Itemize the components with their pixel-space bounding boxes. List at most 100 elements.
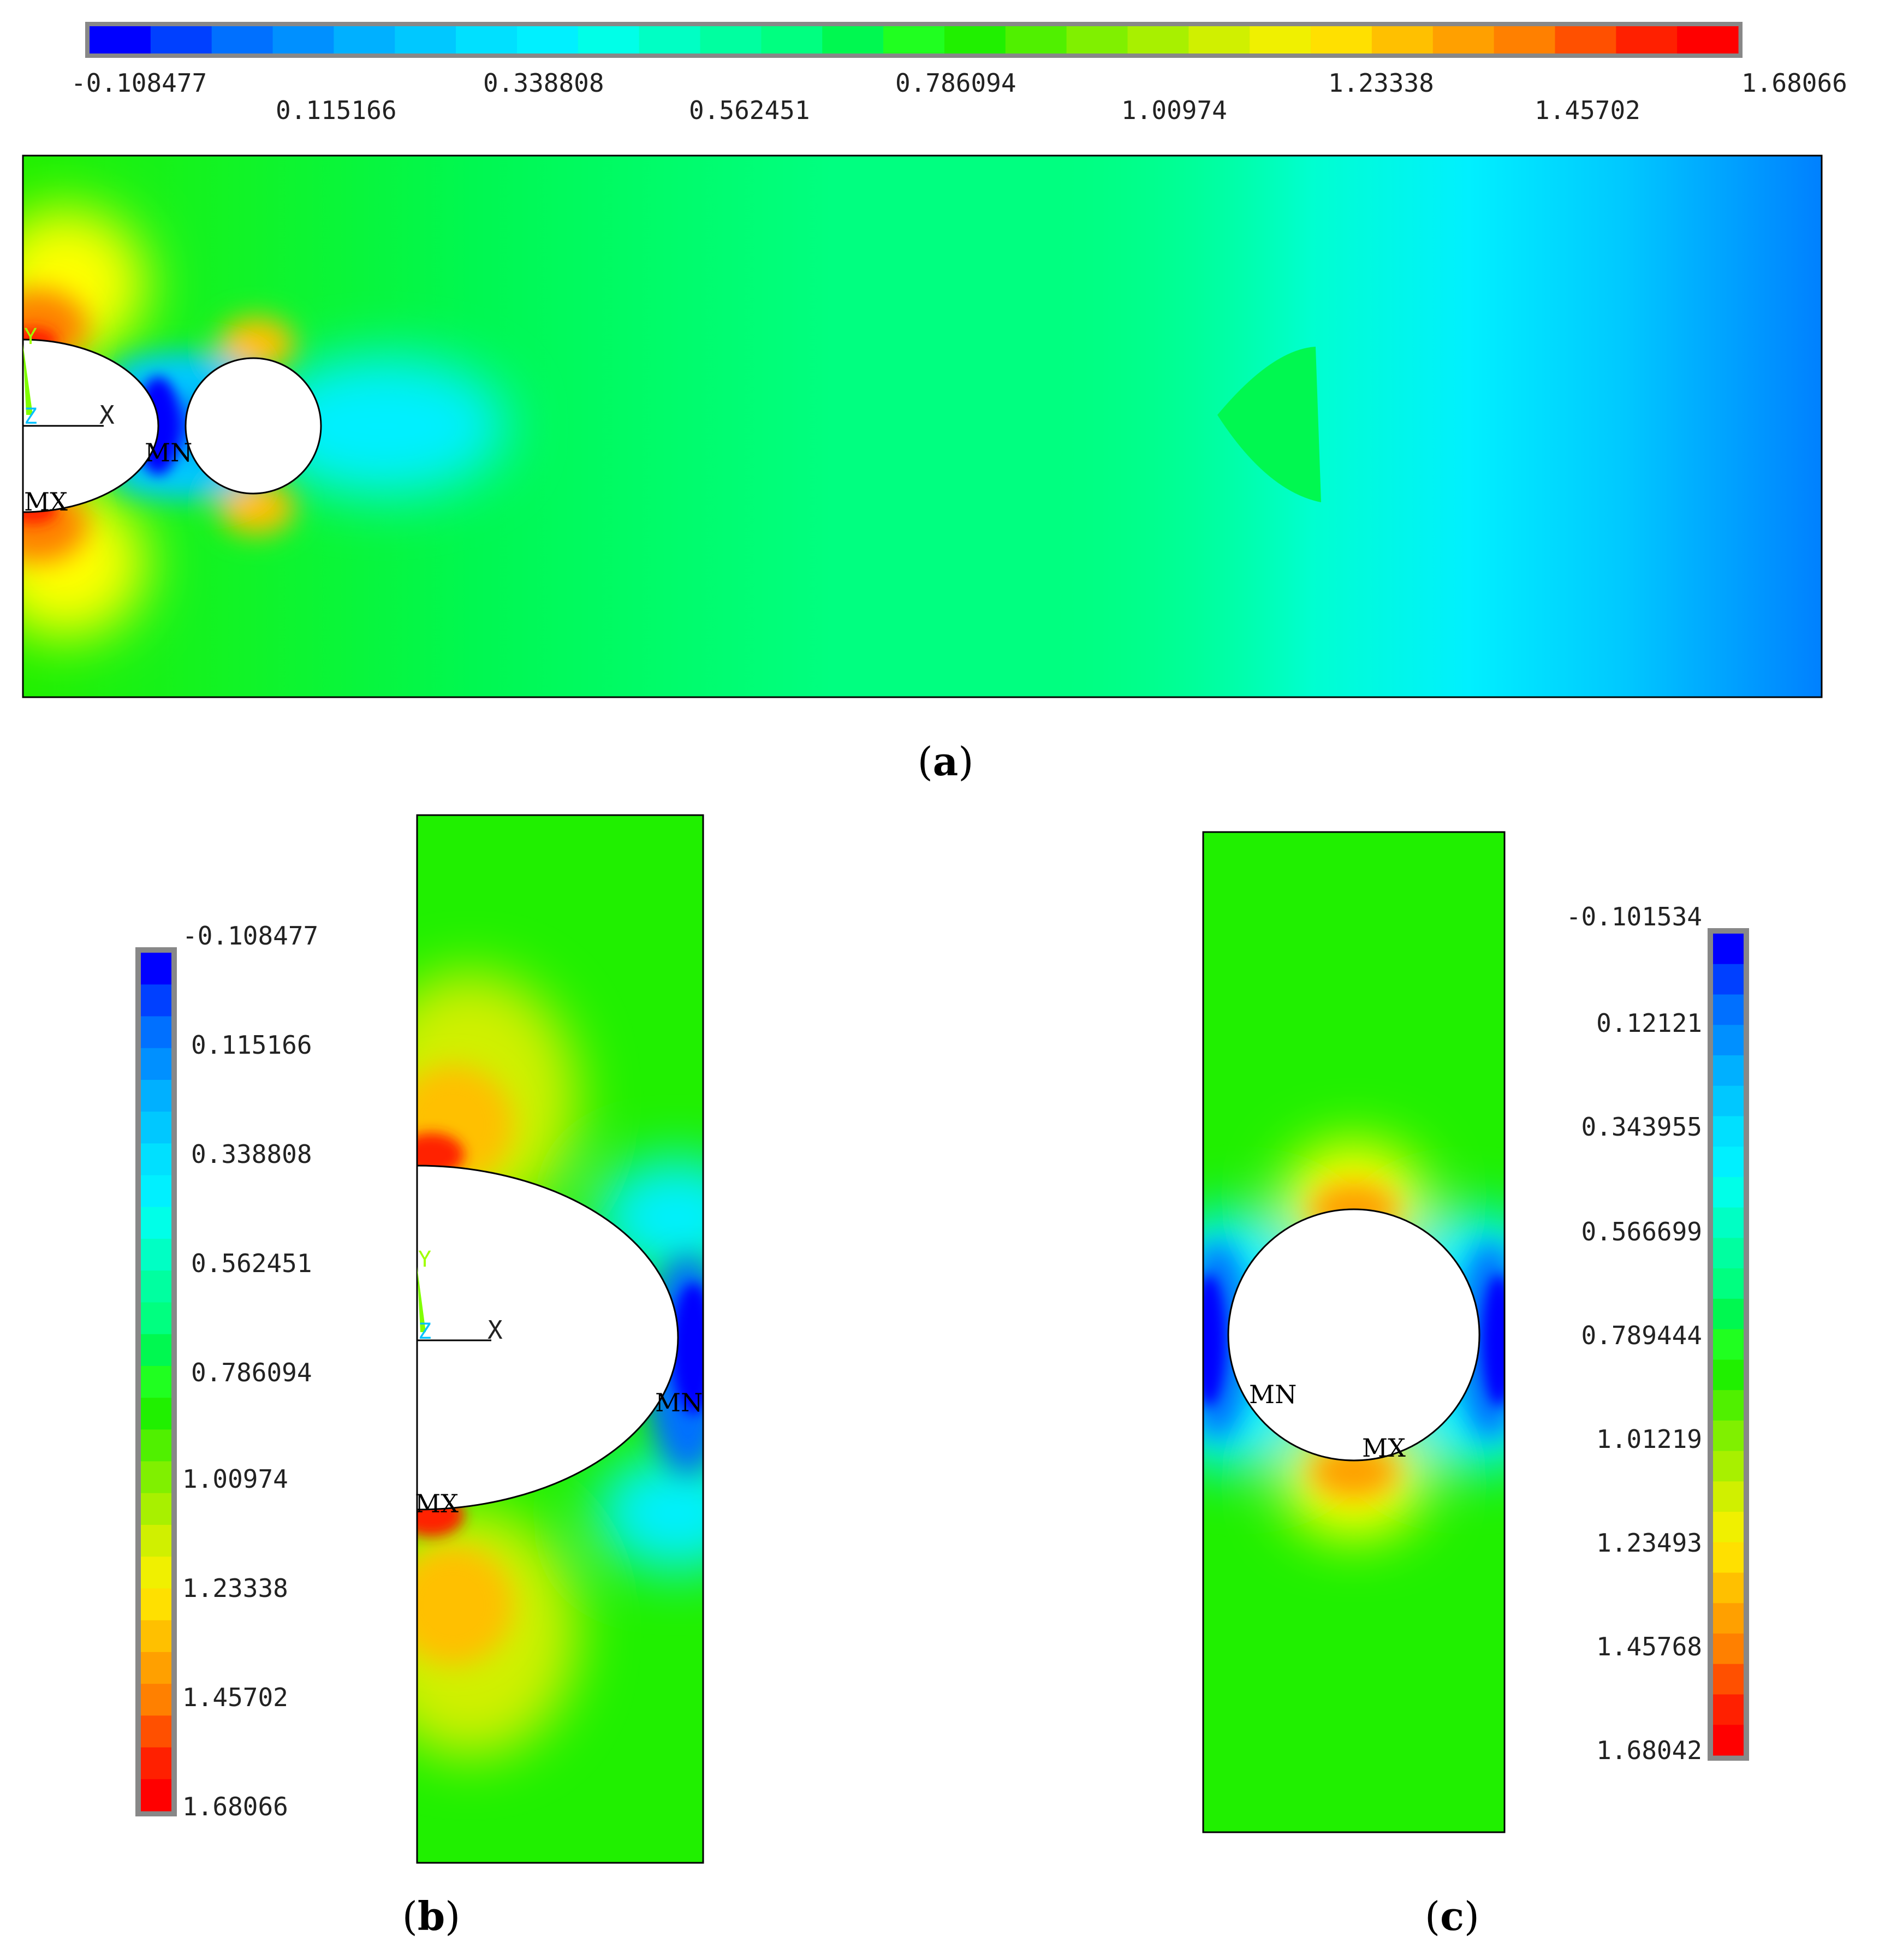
legend-swatch bbox=[141, 1620, 171, 1653]
legend-swatch bbox=[761, 26, 823, 54]
triad-label: Z bbox=[418, 1319, 431, 1344]
legend-swatch bbox=[1713, 1542, 1744, 1573]
triad-label: X bbox=[99, 400, 115, 430]
min-marker: MN bbox=[655, 1388, 703, 1417]
triad-label: X bbox=[487, 1315, 503, 1345]
legend-swatch bbox=[141, 1079, 171, 1112]
legend-swatch bbox=[1127, 26, 1189, 54]
legend-swatch bbox=[141, 1112, 171, 1144]
legend-swatch bbox=[141, 1302, 171, 1335]
legend-swatch bbox=[141, 1779, 171, 1811]
legend-swatch bbox=[141, 1747, 171, 1780]
panel-caption: (b) bbox=[402, 1893, 461, 1939]
panel-caption: (c) bbox=[1425, 1893, 1479, 1939]
legend-label: 1.23338 bbox=[1328, 68, 1434, 98]
legend-label: 0.786094 bbox=[895, 68, 1016, 98]
legend-swatch bbox=[944, 26, 1006, 54]
legend-swatch bbox=[1713, 1512, 1744, 1543]
legend-swatch bbox=[1188, 26, 1250, 54]
legend-label: 1.00974 bbox=[182, 1464, 288, 1494]
legend-label: 1.01219 bbox=[1596, 1424, 1702, 1454]
legend-swatch bbox=[1066, 26, 1128, 54]
legend-label: 0.786094 bbox=[191, 1358, 312, 1387]
legend-label: 0.115166 bbox=[191, 1030, 312, 1060]
legend-swatch bbox=[141, 1684, 171, 1716]
legend-swatch bbox=[1713, 1177, 1744, 1208]
contour-field-a bbox=[23, 156, 1822, 697]
legend-labels-b: -0.108477 0.115166 0.338808 0.562451 0.7… bbox=[182, 921, 318, 1821]
legend-swatch bbox=[1713, 1451, 1744, 1482]
legend-swatch bbox=[700, 26, 762, 54]
legend-swatch bbox=[141, 1461, 171, 1494]
contour-field-b bbox=[417, 815, 703, 1863]
legend-label: 1.68066 bbox=[182, 1792, 288, 1821]
legend-swatch bbox=[1713, 1359, 1744, 1391]
legend-swatch bbox=[1555, 26, 1616, 54]
legend-label: 0.789444 bbox=[1581, 1321, 1702, 1350]
legend-swatch bbox=[1713, 1116, 1744, 1147]
legend-swatch bbox=[1713, 1055, 1744, 1086]
legend-bar-a bbox=[85, 22, 1743, 58]
max-marker: MX bbox=[1362, 1433, 1406, 1463]
legend-swatch bbox=[211, 26, 273, 54]
legend-swatch bbox=[141, 1493, 171, 1525]
legend-swatch bbox=[141, 1334, 171, 1367]
legend-label: 1.00974 bbox=[1121, 96, 1227, 125]
legend-swatch bbox=[141, 1270, 171, 1303]
legend-swatch bbox=[1713, 1603, 1744, 1634]
legend-swatch bbox=[1432, 26, 1495, 54]
legend-swatch bbox=[150, 26, 212, 54]
legend-label: 0.338808 bbox=[191, 1139, 312, 1169]
panel-c: MN MX -0.101534 0.12121 0.343955 0.56669… bbox=[1202, 831, 1749, 1939]
legend-label: 1.45702 bbox=[1535, 96, 1640, 125]
panel-a: -0.108477 0.115166 0.338808 0.562451 0.7… bbox=[22, 22, 1847, 785]
legend-label: 0.12121 bbox=[1596, 1008, 1702, 1038]
legend-swatch bbox=[141, 1016, 171, 1049]
legend-swatch bbox=[1713, 934, 1744, 965]
legend-swatch bbox=[1713, 994, 1744, 1025]
legend-swatch bbox=[141, 1715, 171, 1748]
legend-swatch bbox=[1713, 1085, 1744, 1117]
legend-swatch bbox=[1713, 1664, 1744, 1695]
legend-swatch bbox=[1713, 1329, 1744, 1360]
triad-label: Z bbox=[24, 404, 37, 429]
legend-label: 0.115166 bbox=[276, 96, 397, 125]
legend-bar-c bbox=[1708, 928, 1749, 1761]
axis-triad-a: Y Z X bbox=[23, 324, 115, 430]
legend-label: 1.45702 bbox=[182, 1683, 288, 1712]
max-marker: MX bbox=[415, 1489, 459, 1518]
legend-labels-a: -0.108477 0.115166 0.338808 0.562451 0.7… bbox=[71, 68, 1847, 125]
legend-swatch bbox=[141, 1207, 171, 1239]
legend-swatch bbox=[334, 26, 395, 54]
legend-label: 0.343955 bbox=[1581, 1112, 1702, 1142]
legend-swatch bbox=[1713, 1634, 1744, 1665]
legend-swatch bbox=[1713, 1390, 1744, 1421]
legend-swatch bbox=[141, 1398, 171, 1430]
legend-swatch bbox=[141, 953, 171, 985]
legend-swatch bbox=[1713, 1025, 1744, 1056]
contour-field-c bbox=[1203, 832, 1505, 1832]
legend-swatch bbox=[1713, 1694, 1744, 1725]
legend-label: 1.23493 bbox=[1596, 1528, 1702, 1558]
triad-label: Y bbox=[24, 324, 37, 349]
legend-label: 1.23338 bbox=[182, 1573, 288, 1603]
axis-triad-b: Y Z X bbox=[417, 1247, 503, 1345]
legend-swatch bbox=[141, 984, 171, 1017]
legend-swatch bbox=[141, 1652, 171, 1684]
legend-swatch bbox=[141, 1588, 171, 1621]
legend-label: 0.562451 bbox=[191, 1249, 312, 1278]
legend-swatch bbox=[1713, 1481, 1744, 1512]
legend-label: 0.562451 bbox=[689, 96, 810, 125]
legend-swatch bbox=[141, 1239, 171, 1271]
legend-label: 1.45768 bbox=[1596, 1632, 1702, 1661]
legend-swatches bbox=[1713, 934, 1744, 1756]
legend-swatch bbox=[1005, 26, 1067, 54]
legend-swatch bbox=[141, 1048, 171, 1080]
triad-label: Y bbox=[418, 1247, 431, 1272]
legend-swatches bbox=[141, 953, 171, 1811]
legend-swatch bbox=[1713, 1572, 1744, 1603]
legend-swatch bbox=[1371, 26, 1434, 54]
legend-label: 0.566699 bbox=[1581, 1217, 1702, 1246]
legend-swatch bbox=[1250, 26, 1311, 54]
legend-swatch bbox=[1713, 964, 1744, 995]
